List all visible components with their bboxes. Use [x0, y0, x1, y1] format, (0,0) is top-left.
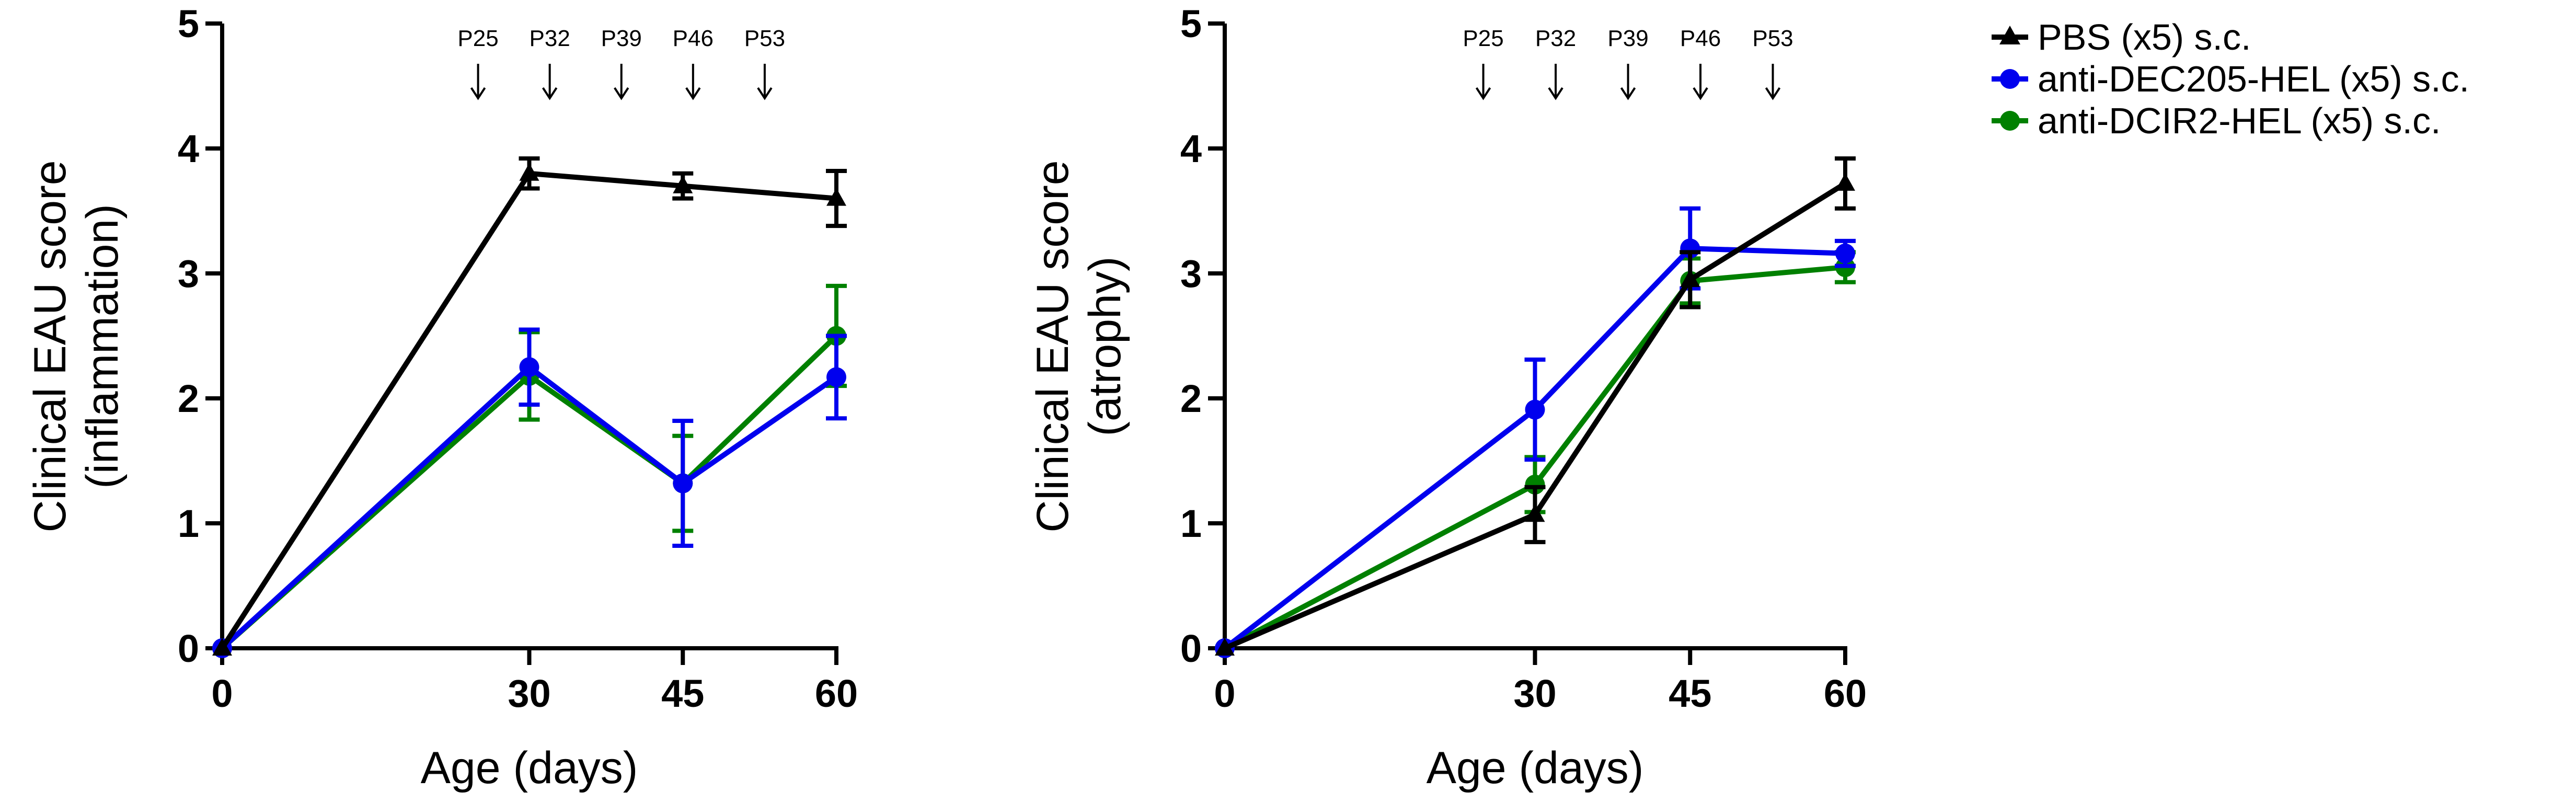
y-tick-label: 4: [1180, 127, 1202, 170]
annotation-arrow-head: [1475, 87, 1491, 100]
series-dcir2-line: [220, 334, 838, 650]
annotation-arrow-head: [685, 87, 701, 100]
annotation-label: P32: [530, 26, 570, 51]
y-tick-label: 0: [1180, 627, 1202, 670]
legend-dec205-swatch-marker: [2000, 69, 2020, 89]
series-pbs-point: [1215, 638, 1235, 656]
y-tick-label: 1: [178, 502, 199, 545]
series-pbs-point: [673, 175, 693, 193]
y-tick-label: 1: [1180, 502, 1202, 545]
legend-pbs-label: PBS (x5) s.c.: [2038, 17, 2251, 58]
annotation-arrow-head: [470, 87, 486, 100]
annotation-label: P53: [744, 26, 785, 51]
y-tick-label: 4: [178, 127, 199, 170]
series-dec205-line: [220, 364, 838, 650]
annotation-label: P46: [673, 26, 714, 51]
y-tick-label: 3: [178, 252, 199, 295]
series-pbs-point: [1680, 269, 1700, 287]
annotation-label: P53: [1752, 26, 1793, 51]
annotation-label: P32: [1535, 26, 1576, 51]
series-pbs-point: [826, 188, 846, 206]
series-dec205-point: [1835, 243, 1855, 263]
x-tick-label: 45: [1669, 672, 1711, 715]
y-axis-title: Clinical EAU score: [25, 160, 75, 532]
series-dcir2-line: [1223, 265, 1846, 651]
x-tick-label: 60: [815, 672, 858, 715]
annotation-arrow-head: [1620, 87, 1636, 100]
series-pbs-line: [220, 170, 837, 650]
legend-dec205-label: anti-DEC205-HEL (x5) s.c.: [2038, 59, 2469, 99]
series-pbs-point: [1835, 173, 1855, 191]
y-tick-label: 2: [178, 377, 199, 420]
x-axis-title: Age (days): [421, 743, 638, 793]
x-axis-title: Age (days): [1427, 743, 1644, 793]
y-axis-subtitle: (atrophy): [1080, 256, 1130, 436]
y-axis-subtitle: (inflammation): [77, 204, 128, 489]
series-dec205-point: [826, 367, 846, 387]
legend: PBS (x5) s.c.anti-DEC205-HEL (x5) s.c.an…: [1992, 17, 2469, 141]
series-pbs-point: [519, 163, 539, 181]
annotation-label: P25: [457, 26, 498, 51]
y-tick-label: 2: [1180, 377, 1202, 420]
series-dec205-line: [1223, 246, 1846, 650]
annotation-label: P39: [1607, 26, 1648, 51]
y-tick-label: 5: [178, 2, 199, 45]
annotation-arrow-head: [1765, 87, 1781, 100]
x-tick-label: 60: [1824, 672, 1867, 715]
series-dec205-point: [673, 473, 693, 494]
series-pbs-line: [1224, 181, 1847, 651]
annotation-arrow-head: [542, 87, 558, 100]
annotation-label: P39: [601, 26, 642, 51]
legend-dcir2-swatch-marker: [2000, 111, 2020, 131]
x-tick-label: 0: [1214, 672, 1235, 715]
legend-dcir2-label: anti-DCIR2-HEL (x5) s.c.: [2038, 100, 2441, 141]
x-tick-label: 30: [1513, 672, 1556, 715]
x-tick-label: 45: [661, 672, 704, 715]
series-dcir2-point: [1525, 474, 1545, 495]
annotation-arrow-head: [614, 87, 629, 100]
y-tick-label: 0: [178, 627, 199, 670]
y-tick-label: 5: [1180, 2, 1202, 45]
annotation-label: P46: [1680, 26, 1721, 51]
x-tick-label: 30: [508, 672, 550, 715]
annotation-arrow-head: [1548, 87, 1563, 100]
series-dec205-point: [1525, 399, 1545, 420]
annotation-arrow-head: [757, 87, 773, 100]
legend-pbs-swatch-marker: [1999, 26, 2020, 44]
series-pbs-point: [212, 638, 232, 656]
y-tick-label: 3: [1180, 252, 1202, 295]
y-axis-title: Clinical EAU score: [1028, 160, 1078, 532]
annotation-label: P25: [1463, 26, 1503, 51]
annotation-arrow-head: [1693, 87, 1708, 100]
series-pbs-point: [1525, 504, 1545, 522]
x-tick-label: 0: [211, 672, 233, 715]
series-dec205-point: [519, 357, 539, 377]
